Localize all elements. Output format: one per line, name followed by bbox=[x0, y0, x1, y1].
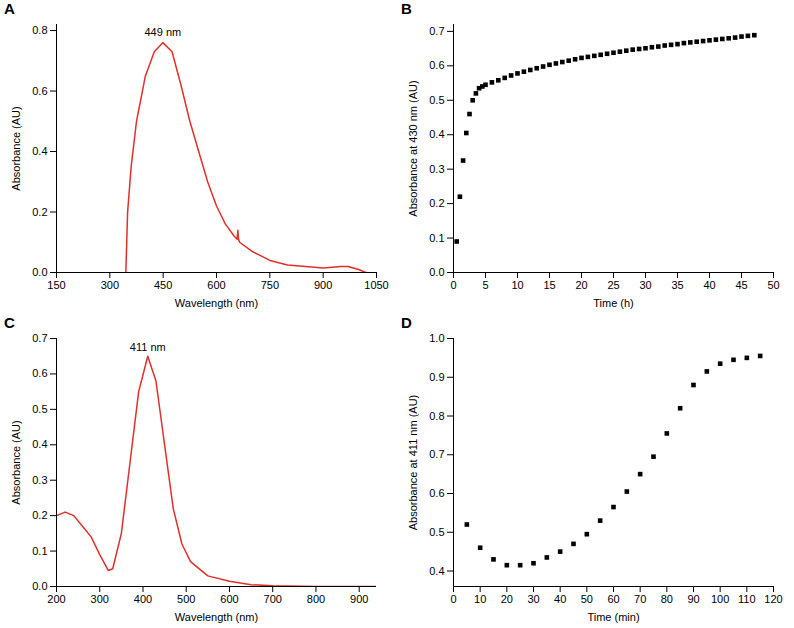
svg-text:0.1: 0.1 bbox=[429, 232, 444, 244]
svg-text:1.0: 1.0 bbox=[429, 332, 444, 344]
svg-text:300: 300 bbox=[91, 593, 109, 605]
svg-text:0.7: 0.7 bbox=[429, 448, 444, 460]
svg-text:300: 300 bbox=[101, 279, 119, 291]
svg-text:0.4: 0.4 bbox=[32, 438, 47, 450]
svg-text:0.6: 0.6 bbox=[32, 367, 47, 379]
svg-text:25: 25 bbox=[607, 279, 619, 291]
svg-text:0.8: 0.8 bbox=[429, 410, 444, 422]
svg-text:0.7: 0.7 bbox=[429, 25, 444, 37]
svg-text:Absorbance (AU): Absorbance (AU) bbox=[10, 106, 22, 190]
svg-text:700: 700 bbox=[264, 593, 282, 605]
svg-text:0: 0 bbox=[450, 593, 456, 605]
svg-text:45: 45 bbox=[735, 279, 747, 291]
svg-text:40: 40 bbox=[554, 593, 566, 605]
svg-text:Time (h): Time (h) bbox=[593, 297, 634, 309]
svg-text:0.0: 0.0 bbox=[429, 266, 444, 278]
svg-text:900: 900 bbox=[350, 593, 368, 605]
svg-text:Absorbance (AU): Absorbance (AU) bbox=[10, 420, 22, 504]
svg-text:900: 900 bbox=[314, 279, 332, 291]
svg-text:110: 110 bbox=[738, 593, 756, 605]
svg-text:70: 70 bbox=[634, 593, 646, 605]
svg-text:0.2: 0.2 bbox=[32, 206, 47, 218]
svg-text:30: 30 bbox=[527, 593, 539, 605]
svg-text:Time (min): Time (min) bbox=[587, 611, 639, 623]
svg-text:0.3: 0.3 bbox=[429, 163, 444, 175]
svg-text:0.5: 0.5 bbox=[429, 94, 444, 106]
html-text:D: D bbox=[401, 314, 412, 331]
svg-text:15: 15 bbox=[543, 279, 555, 291]
svg-text:100: 100 bbox=[711, 593, 729, 605]
svg-text:449 nm: 449 nm bbox=[144, 26, 181, 38]
svg-text:30: 30 bbox=[639, 279, 651, 291]
svg-text:80: 80 bbox=[661, 593, 673, 605]
svg-text:Wavelength (nm): Wavelength (nm) bbox=[175, 297, 258, 309]
svg-text:Wavelength (nm): Wavelength (nm) bbox=[175, 611, 258, 623]
svg-text:5: 5 bbox=[482, 279, 488, 291]
svg-text:0.4: 0.4 bbox=[429, 128, 444, 140]
svg-text:0.9: 0.9 bbox=[429, 371, 444, 383]
svg-text:40: 40 bbox=[703, 279, 715, 291]
svg-text:20: 20 bbox=[501, 593, 513, 605]
svg-text:50: 50 bbox=[767, 279, 779, 291]
svg-text:90: 90 bbox=[687, 593, 699, 605]
svg-text:0.1: 0.1 bbox=[32, 545, 47, 557]
svg-text:600: 600 bbox=[220, 593, 238, 605]
svg-text:600: 600 bbox=[207, 279, 225, 291]
svg-text:200: 200 bbox=[47, 593, 65, 605]
svg-text:20: 20 bbox=[575, 279, 587, 291]
svg-text:0.2: 0.2 bbox=[429, 197, 444, 209]
svg-text:35: 35 bbox=[671, 279, 683, 291]
svg-text:Absorbance at 430 nm (AU): Absorbance at 430 nm (AU) bbox=[407, 80, 419, 216]
svg-text:500: 500 bbox=[177, 593, 195, 605]
svg-text:0.4: 0.4 bbox=[429, 565, 444, 577]
html-text:C: C bbox=[4, 314, 15, 331]
svg-text:0.4: 0.4 bbox=[32, 145, 47, 157]
svg-text:0.6: 0.6 bbox=[32, 85, 47, 97]
svg-text:400: 400 bbox=[134, 593, 152, 605]
html-text:A: A bbox=[4, 0, 15, 17]
svg-text:10: 10 bbox=[511, 279, 523, 291]
svg-text:0.0: 0.0 bbox=[32, 266, 47, 278]
svg-text:0.5: 0.5 bbox=[32, 403, 47, 415]
svg-text:60: 60 bbox=[607, 593, 619, 605]
svg-text:1050: 1050 bbox=[364, 279, 388, 291]
svg-text:0.6: 0.6 bbox=[429, 487, 444, 499]
svg-text:800: 800 bbox=[307, 593, 325, 605]
svg-text:0.8: 0.8 bbox=[32, 24, 47, 36]
svg-text:0.5: 0.5 bbox=[429, 526, 444, 538]
html-text:B: B bbox=[401, 0, 412, 17]
svg-text:0.6: 0.6 bbox=[429, 59, 444, 71]
svg-text:450: 450 bbox=[154, 279, 172, 291]
svg-text:0: 0 bbox=[450, 279, 456, 291]
svg-text:120: 120 bbox=[764, 593, 782, 605]
svg-text:0.2: 0.2 bbox=[32, 509, 47, 521]
svg-text:Absorbance at 411 nm (AU): Absorbance at 411 nm (AU) bbox=[407, 395, 419, 531]
svg-text:0.7: 0.7 bbox=[32, 332, 47, 344]
svg-text:10: 10 bbox=[474, 593, 486, 605]
svg-text:0.3: 0.3 bbox=[32, 474, 47, 486]
svg-text:150: 150 bbox=[47, 279, 65, 291]
svg-text:0.0: 0.0 bbox=[32, 580, 47, 592]
svg-text:50: 50 bbox=[581, 593, 593, 605]
svg-text:750: 750 bbox=[261, 279, 279, 291]
svg-text:411 nm: 411 nm bbox=[130, 341, 166, 353]
